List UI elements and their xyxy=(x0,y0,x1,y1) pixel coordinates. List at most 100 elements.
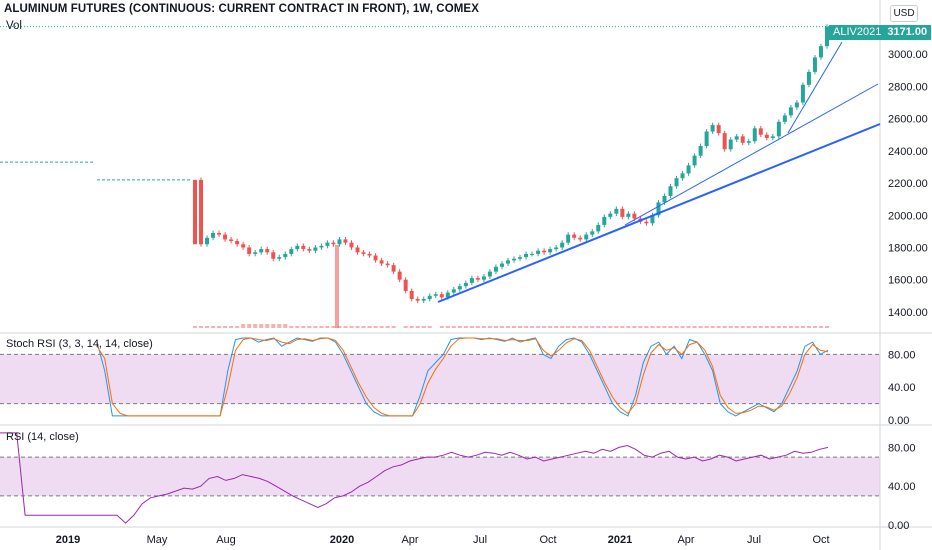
volume-bar xyxy=(253,324,258,328)
candle-body xyxy=(602,216,607,225)
price-tag-value: 3171.00 xyxy=(887,26,928,38)
candle-body xyxy=(343,239,348,243)
volume-bar xyxy=(439,326,444,328)
volume-bar xyxy=(825,326,829,328)
volume-bar xyxy=(211,326,216,328)
candle-body xyxy=(271,252,276,259)
candle-body xyxy=(548,249,553,253)
time-tick-label: Oct xyxy=(539,534,556,546)
volume-bar xyxy=(259,324,264,328)
candle-body xyxy=(608,213,613,217)
volume-bar xyxy=(776,326,781,328)
volume-bar xyxy=(499,326,504,328)
rsi-label: RSI (14, close) xyxy=(6,431,79,443)
volume-bar xyxy=(704,326,709,328)
candle-body xyxy=(770,136,775,138)
price-tick-label: 2200.00 xyxy=(888,178,928,190)
candle-body xyxy=(505,260,510,264)
candle-body xyxy=(415,299,420,301)
candle-body xyxy=(229,239,234,242)
price-tick-label: 2600.00 xyxy=(888,114,928,126)
candle-body xyxy=(217,232,222,235)
candle-body xyxy=(698,146,703,156)
indicator-band xyxy=(0,354,880,404)
candle-body xyxy=(397,271,402,280)
volume-bar xyxy=(193,326,197,328)
volume-bar xyxy=(728,326,733,328)
candle-body xyxy=(349,242,354,248)
volume-bar xyxy=(614,326,619,328)
candle-body xyxy=(301,245,306,250)
volume-bar xyxy=(415,326,420,328)
candle-body xyxy=(241,244,246,248)
candle-body xyxy=(391,265,396,272)
candle-body xyxy=(662,195,667,203)
volume-bar xyxy=(752,326,757,328)
candle-body xyxy=(193,179,197,245)
candle-body xyxy=(469,278,474,283)
volume-bar xyxy=(265,324,270,328)
volume-bar xyxy=(638,326,643,328)
time-tick-label: 2021 xyxy=(608,534,632,546)
candle-body xyxy=(644,221,649,224)
candle-body xyxy=(788,107,793,116)
time-tick-label: Jul xyxy=(747,534,761,546)
indicator-band xyxy=(0,457,880,496)
candle-body xyxy=(578,237,583,240)
candle-body xyxy=(325,242,330,246)
volume-bar xyxy=(698,326,703,328)
volume-bar xyxy=(758,326,763,328)
candle-body xyxy=(235,241,240,245)
volume-bar xyxy=(481,326,486,328)
price-tick-label: 1600.00 xyxy=(888,275,928,287)
currency-button[interactable]: USD xyxy=(890,5,918,22)
volume-bar xyxy=(800,326,805,328)
volume-bar xyxy=(764,326,769,328)
indicator-tick-label: 40.00 xyxy=(888,382,916,394)
candle-body xyxy=(524,253,529,258)
volume-bar xyxy=(656,326,661,328)
candle-body xyxy=(481,276,486,280)
volume-bar xyxy=(770,326,775,328)
candle-body xyxy=(199,179,204,245)
volume-bar xyxy=(782,326,787,328)
candle-body xyxy=(596,224,601,232)
volume-bar xyxy=(349,326,354,328)
candle-body xyxy=(451,289,456,293)
volume-bar xyxy=(740,326,745,328)
candle-body xyxy=(337,239,342,245)
volume-bar xyxy=(722,326,727,328)
candle-body xyxy=(590,231,595,235)
candle-body xyxy=(518,257,523,259)
candle-body xyxy=(542,250,547,253)
volume-bar xyxy=(518,326,523,328)
volume-bar xyxy=(530,326,535,328)
volume-bar xyxy=(626,326,631,328)
candle-body xyxy=(650,215,655,224)
candle-body xyxy=(800,84,805,103)
volume-bar xyxy=(686,326,691,328)
volume-bar xyxy=(289,326,294,328)
candle-body xyxy=(247,247,252,254)
volume-bar xyxy=(746,326,751,328)
volume-bar xyxy=(554,326,559,328)
volume-bar xyxy=(812,326,817,328)
candle-body xyxy=(758,128,763,135)
candle-body xyxy=(818,46,823,58)
price-tick-label: 3000.00 xyxy=(888,49,928,61)
volume-bar xyxy=(451,326,456,328)
volume-bar xyxy=(277,324,282,328)
price-tick-label: 1800.00 xyxy=(888,242,928,254)
price-tick-label: 2000.00 xyxy=(888,210,928,222)
candle-body xyxy=(794,102,799,108)
volume-bar xyxy=(716,326,721,328)
indicator-tick-label: 80.00 xyxy=(888,442,916,454)
candle-body xyxy=(704,131,709,147)
candle-body xyxy=(421,299,426,301)
candle-body xyxy=(614,208,619,214)
candle-body xyxy=(253,252,258,254)
volume-bar xyxy=(205,326,210,328)
time-tick-label: 2019 xyxy=(56,534,80,546)
candle-body xyxy=(499,263,504,267)
